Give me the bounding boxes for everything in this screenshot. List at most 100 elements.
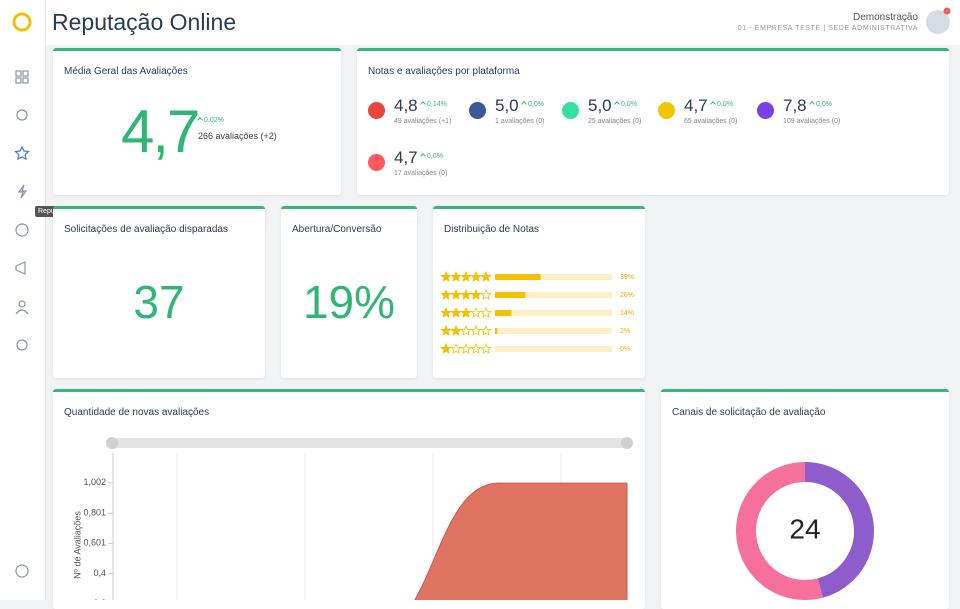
nav-icons (14, 70, 30, 578)
star (470, 270, 482, 282)
bar-track (495, 292, 612, 298)
platform-icon (658, 102, 675, 119)
range-slider (108, 438, 632, 448)
star (440, 306, 452, 318)
platform-icon (469, 102, 486, 119)
card-title: Solicitações de avaliação disparadas (64, 224, 228, 235)
average-value: 4,7 (121, 98, 200, 165)
conversion-value: 19% (302, 276, 396, 328)
platform-rating: 7,8 (783, 96, 807, 115)
y-tick-label: 0,2 (93, 598, 106, 600)
platform-icon (757, 102, 774, 119)
star (460, 306, 472, 318)
card-title: Canais de solicitação de avaliação (672, 407, 826, 418)
requests-card: Solicitações de avaliação disparadas 37 (53, 206, 265, 378)
star (440, 270, 452, 282)
average-count: 266 avaliações (+2) (198, 131, 277, 141)
slider-handle (621, 437, 633, 449)
platform-rating: 5,0 (495, 96, 519, 115)
platform-icon (368, 154, 385, 171)
platforms-card: Notas e avaliações por plataforma 4,8 0,1… (357, 48, 949, 195)
bar (495, 292, 526, 298)
star (440, 342, 452, 354)
platform-rating: 4,8 (394, 96, 418, 115)
page-title: Reputação Online (52, 9, 237, 35)
card-title: Média Geral das Avaliações (64, 66, 188, 77)
conversion-card: Abertura/Conversão 19% (281, 206, 417, 378)
star (460, 270, 472, 282)
card-title: Quantidade de novas avaliações (64, 407, 210, 418)
platform-icon (562, 102, 579, 119)
star (470, 288, 482, 300)
y-tick-label: 1,002 (83, 477, 106, 487)
bar (495, 328, 498, 334)
platform-count: 1 avaliações (0) (495, 118, 545, 125)
y-axis-label: Nº de Avaliações (72, 511, 82, 579)
bar-label: 14% (620, 310, 634, 317)
platform-change: 0,0% (421, 153, 443, 160)
platform-count: 109 avaliações (0) (783, 118, 841, 125)
platform-rating: 4,7 (394, 148, 418, 167)
star (470, 324, 482, 336)
star (450, 324, 462, 336)
platform-change: 0,0% (810, 101, 832, 108)
donut-segment (804, 462, 874, 598)
bar-track (495, 328, 612, 334)
star (480, 270, 492, 282)
star (460, 324, 472, 336)
donut-segment (736, 462, 823, 600)
star (480, 342, 492, 354)
sidebar (0, 0, 46, 600)
platform-change: 0,0% (522, 101, 544, 108)
channels-card: Canais de solicitação de avaliação (661, 389, 949, 609)
star (460, 288, 472, 300)
card-title: Notas e avaliações por plataforma (368, 66, 520, 77)
star (460, 342, 472, 354)
star (470, 342, 482, 354)
star (440, 288, 452, 300)
y-tick-label: 0,601 (83, 538, 106, 548)
card-title: Abertura/Conversão (292, 224, 382, 235)
star (480, 324, 492, 336)
platform-icon (368, 102, 385, 119)
star (470, 306, 482, 318)
star (450, 288, 462, 300)
average-change: 0,02% (198, 117, 224, 124)
card-title: Distribuição de Notas (444, 224, 540, 235)
user-name: Demonstração (852, 12, 918, 23)
bar (495, 310, 512, 316)
avatar-badge (943, 7, 951, 15)
star (440, 324, 452, 336)
bar-track (495, 346, 612, 352)
bar-label: 0% (620, 346, 630, 353)
requests-value: 37 (133, 276, 185, 328)
platform-rating: 5,0 (588, 96, 612, 115)
bar-label: 39% (620, 274, 634, 281)
platform-count: 17 avaliações (0) (394, 170, 448, 177)
platform-change: 0,0% (711, 101, 733, 108)
star (480, 288, 492, 300)
slider-handle (106, 437, 118, 449)
company-name: 01 - EMPRESA TESTE | SEDE ADMINISTRATIVA (737, 25, 918, 32)
platform-change: 0,14% (421, 101, 447, 108)
bar-label: 2% (620, 328, 630, 335)
platform-rating: 4,7 (684, 96, 708, 115)
star (450, 270, 462, 282)
star (450, 306, 462, 318)
donut-center: 24 (789, 513, 820, 544)
y-tick-label: 0,801 (83, 508, 106, 518)
average-card: Média Geral das Avaliações 4,7 0,02% 266… (53, 48, 341, 195)
platform-count: 65 avaliações (0) (684, 118, 738, 125)
platform-change: 0,0% (615, 101, 637, 108)
header (46, 0, 960, 45)
bar-track (495, 310, 612, 316)
logo (12, 12, 32, 32)
area (414, 482, 628, 600)
star (450, 342, 462, 354)
bar (495, 274, 541, 280)
avatar (926, 10, 950, 34)
bar-track (495, 274, 612, 280)
platform-count: 49 avaliações (+1) (394, 118, 452, 125)
